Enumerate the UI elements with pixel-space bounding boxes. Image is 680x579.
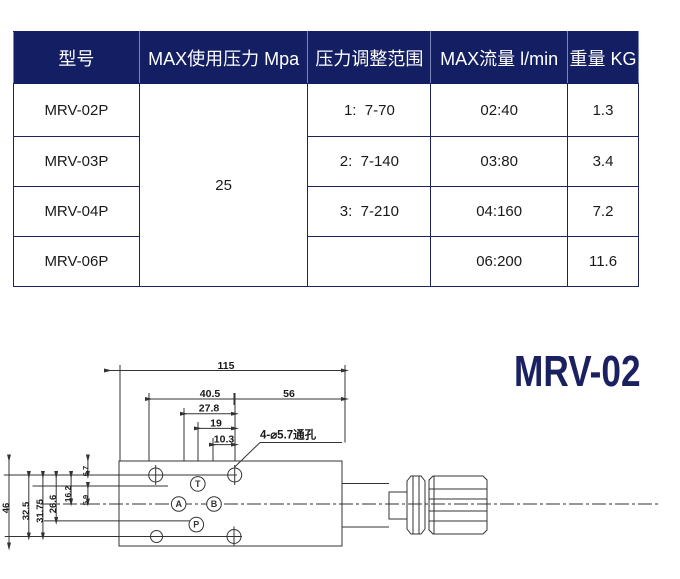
svg-text:26.6: 26.6 [48,495,59,514]
svg-text:40.5: 40.5 [200,388,221,400]
svg-text:115: 115 [218,360,235,372]
svg-text:16.2: 16.2 [63,485,73,502]
svg-text:10.3: 10.3 [214,434,235,446]
svg-text:4-⌀5.7通孔: 4-⌀5.7通孔 [260,429,317,442]
svg-text:19: 19 [210,417,222,429]
svg-text:27.8: 27.8 [199,403,220,415]
svg-text:46: 46 [1,503,12,514]
svg-text:P: P [193,520,199,530]
svg-text:56: 56 [283,388,295,400]
svg-text:32.5: 32.5 [21,501,32,520]
svg-text:31.75: 31.75 [35,498,46,522]
svg-text:B: B [211,499,218,509]
svg-text:5.9: 5.9 [81,495,90,505]
svg-text:6.7: 6.7 [81,466,90,476]
svg-text:A: A [175,499,182,509]
svg-text:T: T [195,479,201,489]
